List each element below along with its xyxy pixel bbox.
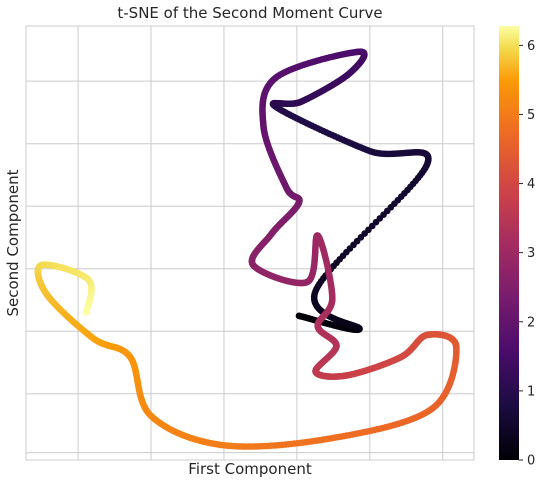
gridlines	[26, 26, 474, 460]
y-axis-label: Second Component	[4, 169, 22, 316]
colorbar	[499, 26, 519, 460]
chart-title: t-SNE of the Second Moment Curve	[117, 4, 382, 22]
x-axis-label: First Component	[188, 460, 312, 478]
colorbar-tick-label: 0	[527, 454, 535, 469]
plot-area	[25, 25, 475, 461]
colorbar-tick-label: 2	[527, 315, 535, 330]
colorbar-tick-label: 1	[527, 384, 535, 399]
colorbar-tick-label: 4	[527, 177, 535, 192]
curve-point	[83, 309, 90, 316]
colorbar-tick-label: 6	[527, 39, 535, 54]
curve-points	[34, 48, 460, 450]
colorbar-tick-label: 3	[527, 246, 535, 261]
colorbar-ticks: 0 1 2 3 4 5 6	[519, 39, 535, 469]
colorbar-tick-label: 5	[527, 108, 535, 123]
